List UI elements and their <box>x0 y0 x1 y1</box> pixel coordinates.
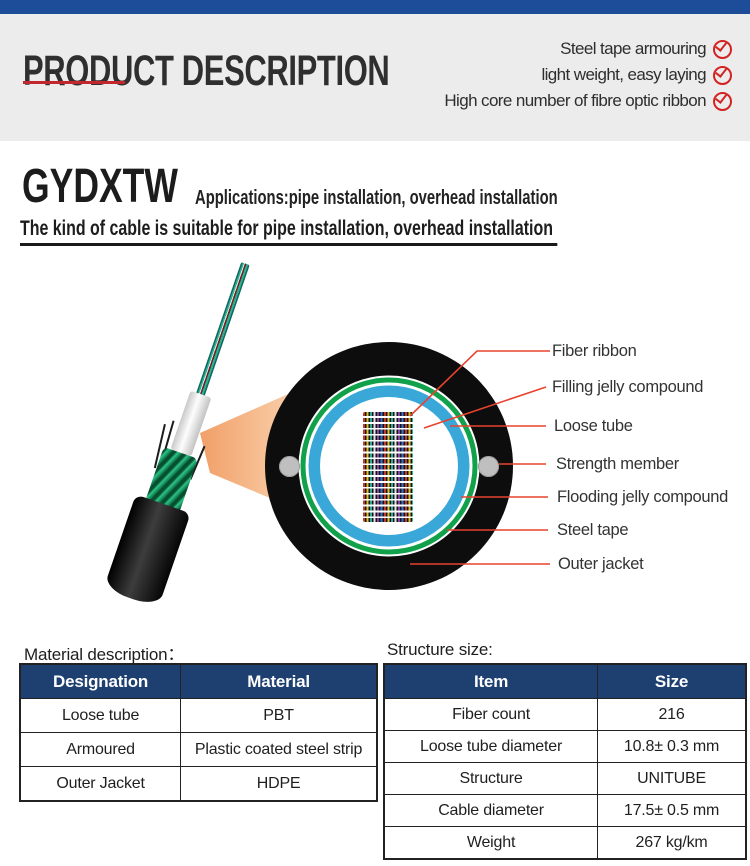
table-cell: Loose tube diameter <box>383 730 599 763</box>
feature-label: light weight, easy laying <box>541 65 706 84</box>
feature-label: Steel tape armouring <box>560 39 706 58</box>
top-accent-bar <box>0 0 750 14</box>
table-row: Loose tube diameter 10.8± 0.3 mm <box>383 730 747 763</box>
feature-label: High core number of fibre optic ribbon <box>444 91 706 110</box>
table-cell: Outer Jacket <box>19 766 182 802</box>
table-row: Structure UNITUBE <box>383 762 747 795</box>
table-cell: UNITUBE <box>597 762 747 795</box>
table-header-row: Designation Material <box>19 663 378 699</box>
table-row: Loose tube PBT <box>19 698 378 733</box>
table-row: Weight 267 kg/km <box>383 826 747 860</box>
table-cell: 267 kg/km <box>597 826 747 860</box>
check-circle-icon <box>713 39 732 59</box>
cross-section-diagram <box>265 342 513 590</box>
header-section: PRODUCT DESCRIPTION Steel tape armouring… <box>0 14 750 141</box>
material-header-designation: Designation <box>19 663 182 699</box>
diagram-label-steel-tape: Steel tape <box>557 521 629 539</box>
table-cell: HDPE <box>180 766 378 802</box>
table-cell: 216 <box>597 698 747 731</box>
feature-item: High core number of fibre optic ribbon <box>444 88 732 114</box>
feature-item: light weight, easy laying <box>444 62 732 88</box>
feature-item: Steel tape armouring <box>444 36 732 62</box>
diagram-label-outer-jacket: Outer jacket <box>558 555 644 573</box>
diagram-label-loose-tube: Loose tube <box>554 417 633 435</box>
product-model-title: GYDXTW <box>22 160 178 213</box>
material-header-material: Material <box>180 663 378 699</box>
structure-header-item: Item <box>383 663 599 699</box>
product-applications: Applications:pipe installation, overhead… <box>195 187 558 209</box>
check-circle-icon <box>713 91 732 111</box>
title-underline <box>23 81 125 84</box>
structure-table-title: Structure size: <box>387 640 493 659</box>
table-cell: Fiber count <box>383 698 599 731</box>
cable-fiber-ribbon <box>195 262 250 398</box>
strength-member-left <box>279 456 300 477</box>
feature-list: Steel tape armouring light weight, easy … <box>444 36 732 114</box>
table-row: Cable diameter 17.5± 0.5 mm <box>383 794 747 827</box>
table-row: Outer Jacket HDPE <box>19 766 378 802</box>
diagram-label-flooding-jelly: Flooding jelly compound <box>557 488 729 506</box>
table-cell: Weight <box>383 826 599 860</box>
table-cell: PBT <box>180 698 378 733</box>
diagram-label-fiber-ribbon: Fiber ribbon <box>552 342 637 360</box>
material-table-title: Material description： <box>24 645 185 664</box>
strength-member-right <box>478 456 499 477</box>
table-cell: Armoured <box>19 732 182 767</box>
check-circle-icon <box>713 65 732 85</box>
table-row: Armoured Plastic coated steel strip <box>19 732 378 767</box>
page-title: PRODUCT DESCRIPTION <box>23 47 390 95</box>
structure-header-size: Size <box>597 663 747 699</box>
diagram-label-strength-member: Strength member <box>556 455 679 473</box>
fiber-ribbon-stack <box>363 412 413 522</box>
structure-table: Item Size Fiber count 216 Loose tube dia… <box>383 663 747 860</box>
cable-outer-jacket <box>103 494 191 608</box>
table-cell: 17.5± 0.5 mm <box>597 794 747 827</box>
diagram-label-filling-jelly: Filling jelly compound <box>552 378 704 396</box>
table-cell: Structure <box>383 762 599 795</box>
table-cell: Cable diameter <box>383 794 599 827</box>
table-cell: Plastic coated steel strip <box>180 732 378 767</box>
table-cell: 10.8± 0.3 mm <box>597 730 747 763</box>
table-row: Fiber count 216 <box>383 698 747 731</box>
table-header-row: Item Size <box>383 663 747 699</box>
material-table: Designation Material Loose tube PBT Armo… <box>19 663 378 802</box>
product-suitability: The kind of cable is suitable for pipe i… <box>20 218 558 246</box>
table-cell: Loose tube <box>19 698 182 733</box>
